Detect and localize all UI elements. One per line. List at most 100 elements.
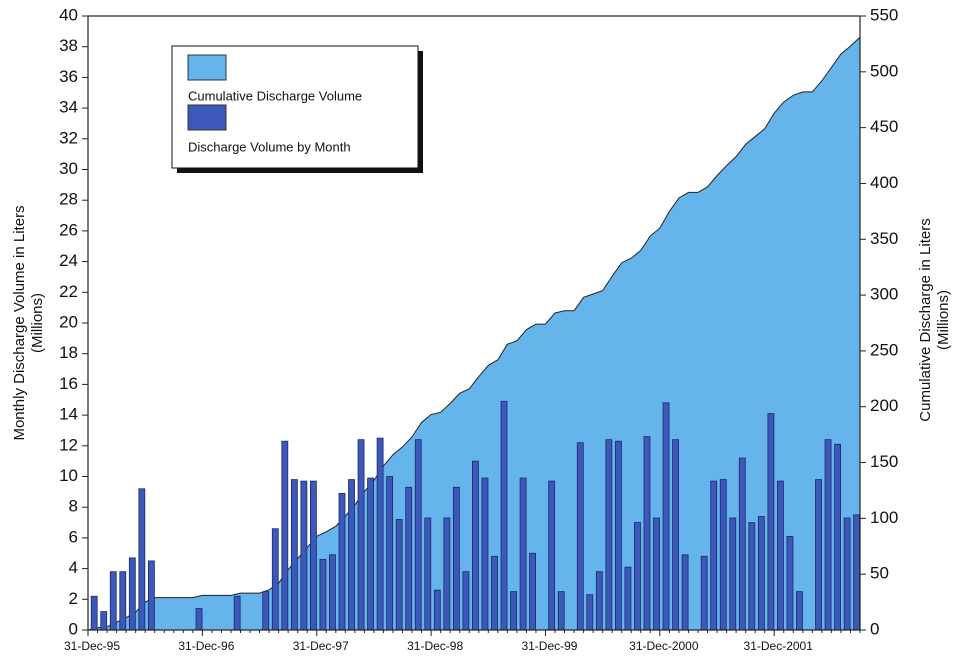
legend-label: Discharge Volume by Month	[188, 139, 351, 154]
bar	[653, 517, 660, 631]
bar	[443, 517, 451, 631]
y2-tick-label: 150	[870, 452, 898, 471]
y2-tick-label: 550	[870, 5, 898, 24]
y-tick-label: 34	[59, 98, 78, 117]
y-tick-label: 2	[69, 589, 78, 608]
y-tick-label: 16	[59, 374, 78, 393]
legend-swatch	[187, 104, 227, 131]
y-axis-title: Monthly Discharge Volume in Liters	[11, 205, 28, 440]
bar	[757, 516, 765, 631]
bar	[290, 479, 298, 631]
bar	[491, 555, 498, 631]
y-tick-label: 20	[59, 312, 78, 331]
legend-swatch	[187, 54, 227, 81]
bar	[195, 608, 203, 631]
bar	[710, 480, 718, 631]
y-tick-label: 10	[59, 466, 78, 485]
bar	[548, 480, 556, 631]
bar	[853, 514, 861, 631]
bar	[100, 611, 108, 631]
y2-tick-label: 250	[870, 340, 898, 359]
bar	[786, 535, 794, 631]
y2-tick-label: 0	[870, 619, 879, 638]
y2-tick-label: 350	[870, 229, 898, 248]
bar	[128, 557, 136, 631]
bar	[576, 442, 584, 631]
bar	[700, 555, 708, 631]
y-tick-label: 6	[69, 527, 78, 546]
bar	[319, 558, 327, 631]
y-tick-label: 14	[59, 405, 78, 424]
bar	[376, 437, 384, 631]
y2-tick-label: 50	[870, 564, 889, 583]
y-tick-label: 0	[69, 619, 78, 638]
bar	[748, 522, 756, 631]
y-tick-label: 4	[69, 558, 78, 577]
bar	[357, 439, 365, 631]
bar	[796, 591, 803, 631]
bar	[719, 479, 727, 631]
bar	[481, 477, 489, 631]
y-tick-label: 12	[59, 435, 78, 454]
y2-tick-label: 200	[870, 396, 898, 415]
y2-tick-label: 300	[870, 285, 898, 304]
y-tick-label: 24	[59, 251, 78, 270]
y-tick-label: 38	[59, 36, 78, 55]
bar	[367, 477, 374, 631]
bar	[500, 400, 508, 631]
x-tick-label: 31-Dec-95	[64, 639, 120, 653]
legend: Cumulative Discharge Volume Discharge Vo…	[171, 45, 423, 173]
bar	[510, 591, 517, 631]
bar	[310, 480, 317, 631]
bar	[605, 439, 613, 631]
bar	[424, 517, 432, 631]
x-tick-label: 31-Dec-2000	[629, 639, 699, 653]
y2-tick-label: 100	[870, 508, 898, 527]
bar	[777, 480, 784, 631]
bar	[109, 571, 117, 631]
bar	[595, 571, 603, 631]
bar	[681, 554, 689, 631]
bar	[815, 479, 822, 631]
bar	[338, 492, 346, 631]
y-tick-label: 22	[59, 282, 78, 301]
bar	[519, 477, 527, 631]
x-tick-label: 31-Dec-96	[178, 639, 234, 653]
bar	[300, 480, 308, 631]
bar	[672, 439, 679, 631]
y2-axis-title: (Millions)	[935, 290, 952, 350]
bar	[90, 595, 98, 631]
bar	[271, 528, 279, 631]
x-tick-label: 31-Dec-98	[407, 639, 463, 653]
bar	[233, 595, 241, 631]
bar	[529, 552, 537, 631]
bar	[738, 457, 746, 631]
y-tick-label: 30	[59, 159, 78, 178]
y2-axis-title: Cumulative Discharge in Liters	[917, 218, 934, 421]
y-tick-label: 40	[59, 5, 78, 24]
bar	[834, 443, 842, 631]
y2-tick-label: 400	[870, 173, 898, 192]
x-tick-label: 31-Dec-99	[521, 639, 577, 653]
bar	[262, 591, 270, 631]
bar	[729, 517, 737, 631]
legend-label: Cumulative Discharge Volume	[188, 88, 362, 103]
bar	[414, 439, 422, 631]
y-axis-title: (Millions)	[29, 293, 46, 353]
bar	[662, 402, 670, 631]
bar	[472, 460, 479, 631]
bar	[824, 439, 832, 631]
y-tick-label: 8	[69, 497, 78, 516]
bar	[138, 488, 146, 631]
y2-tick-label: 450	[870, 117, 898, 136]
bar	[386, 476, 394, 631]
y-tick-label: 36	[59, 67, 78, 86]
y-tick-label: 32	[59, 128, 78, 147]
bar	[329, 554, 336, 631]
bar	[119, 571, 127, 631]
bar	[452, 486, 460, 631]
plot-area: 0246810121416182022242628303234363840050…	[59, 5, 898, 653]
y2-tick-label: 500	[870, 61, 898, 80]
bar	[281, 440, 289, 631]
